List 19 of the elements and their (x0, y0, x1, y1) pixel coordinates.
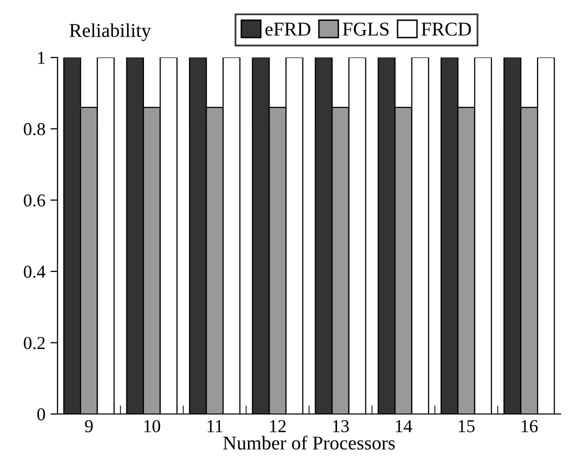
legend-label: FRCD (421, 22, 471, 36)
x-tick-label: 12 (270, 420, 286, 432)
x-tick-label: 15 (458, 420, 475, 432)
y-tick-label: 1 (38, 52, 45, 64)
x-tick-label: 16 (522, 420, 538, 432)
x-axis-title: Number of Processors (223, 436, 395, 450)
x-tick-label: 13 (333, 420, 349, 432)
y-tick-label: 0.2 (24, 336, 45, 350)
x-tick-label: 9 (85, 420, 93, 432)
y-tick-label: 0.8 (24, 123, 46, 136)
y-tick-label: 0.4 (24, 266, 46, 278)
y-tick-label: 0 (37, 408, 46, 420)
x-tick-label: 14 (396, 420, 412, 432)
x-tick-label: 10 (144, 420, 160, 432)
y-axis-title: Reliability (70, 23, 152, 42)
x-tick-label: 11 (208, 420, 222, 432)
y-tick-label: 0.6 (24, 194, 46, 207)
legend-label: eFRD (265, 22, 310, 36)
legend-label: FGLS (342, 22, 389, 36)
